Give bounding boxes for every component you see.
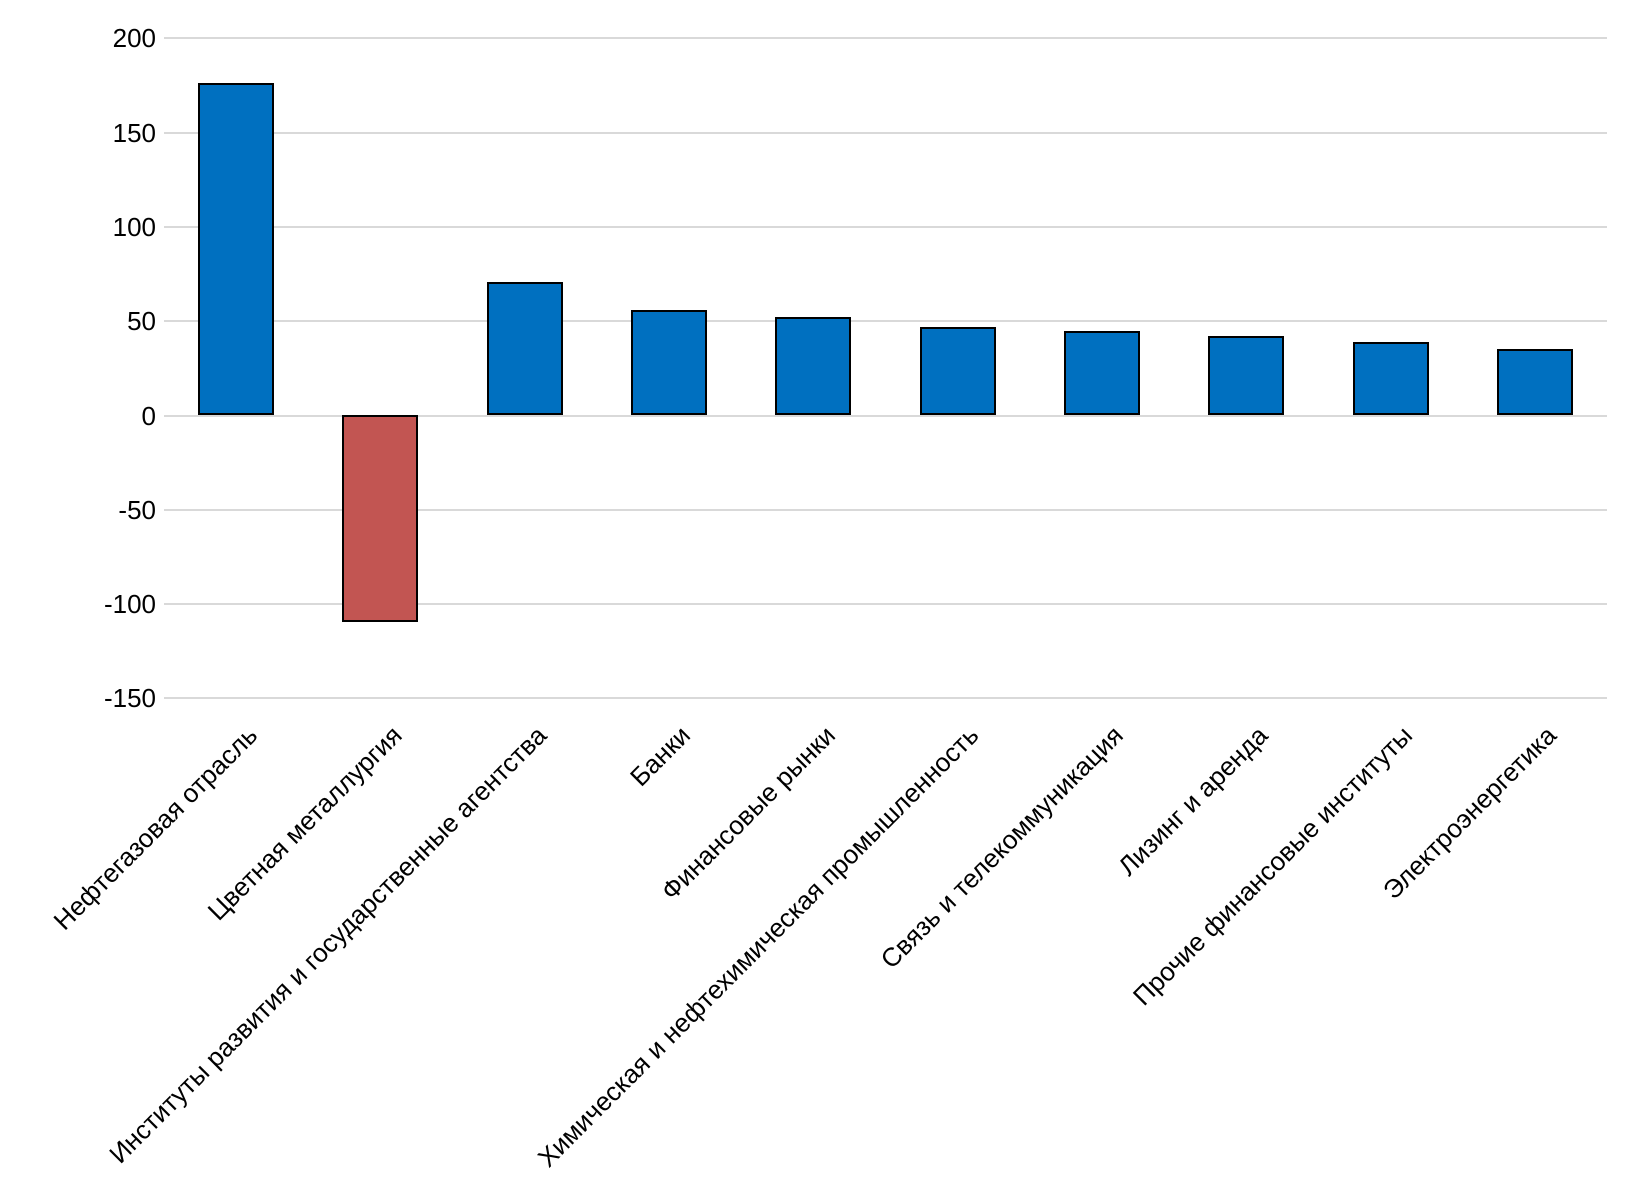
bar-4 (631, 309, 708, 416)
bar-7 (1063, 330, 1140, 416)
gridline (164, 37, 1607, 40)
gridline (164, 414, 1607, 417)
y-tick-label: 50 (127, 306, 156, 337)
x-category-label: Лизинг и аренда (1112, 720, 1274, 882)
bar-10 (1496, 349, 1573, 416)
x-category-label: Банки (624, 720, 697, 792)
y-tick-label: 0 (141, 400, 156, 431)
y-tick-label: -150 (103, 683, 156, 714)
gridline (164, 508, 1607, 511)
y-tick-label: 150 (112, 117, 156, 148)
bar-8 (1208, 336, 1285, 416)
y-tick-label: 200 (112, 23, 156, 54)
x-category-label: Связь и телекоммуникация (874, 720, 1130, 975)
gridline (164, 225, 1607, 228)
bar-9 (1352, 341, 1429, 416)
gridline (164, 131, 1607, 134)
gridline (164, 697, 1607, 700)
bar-3 (486, 281, 563, 416)
gridline (164, 320, 1607, 323)
bar-1 (198, 83, 275, 416)
y-tick-label: 100 (112, 211, 156, 242)
y-tick-label: -50 (118, 494, 156, 525)
y-tick-label: -100 (103, 589, 156, 620)
bar-2 (342, 414, 419, 623)
x-category-label: Прочие финансовые институты (1126, 720, 1418, 1012)
bar-6 (919, 326, 996, 416)
gridline (164, 603, 1607, 606)
bar-5 (775, 317, 852, 416)
